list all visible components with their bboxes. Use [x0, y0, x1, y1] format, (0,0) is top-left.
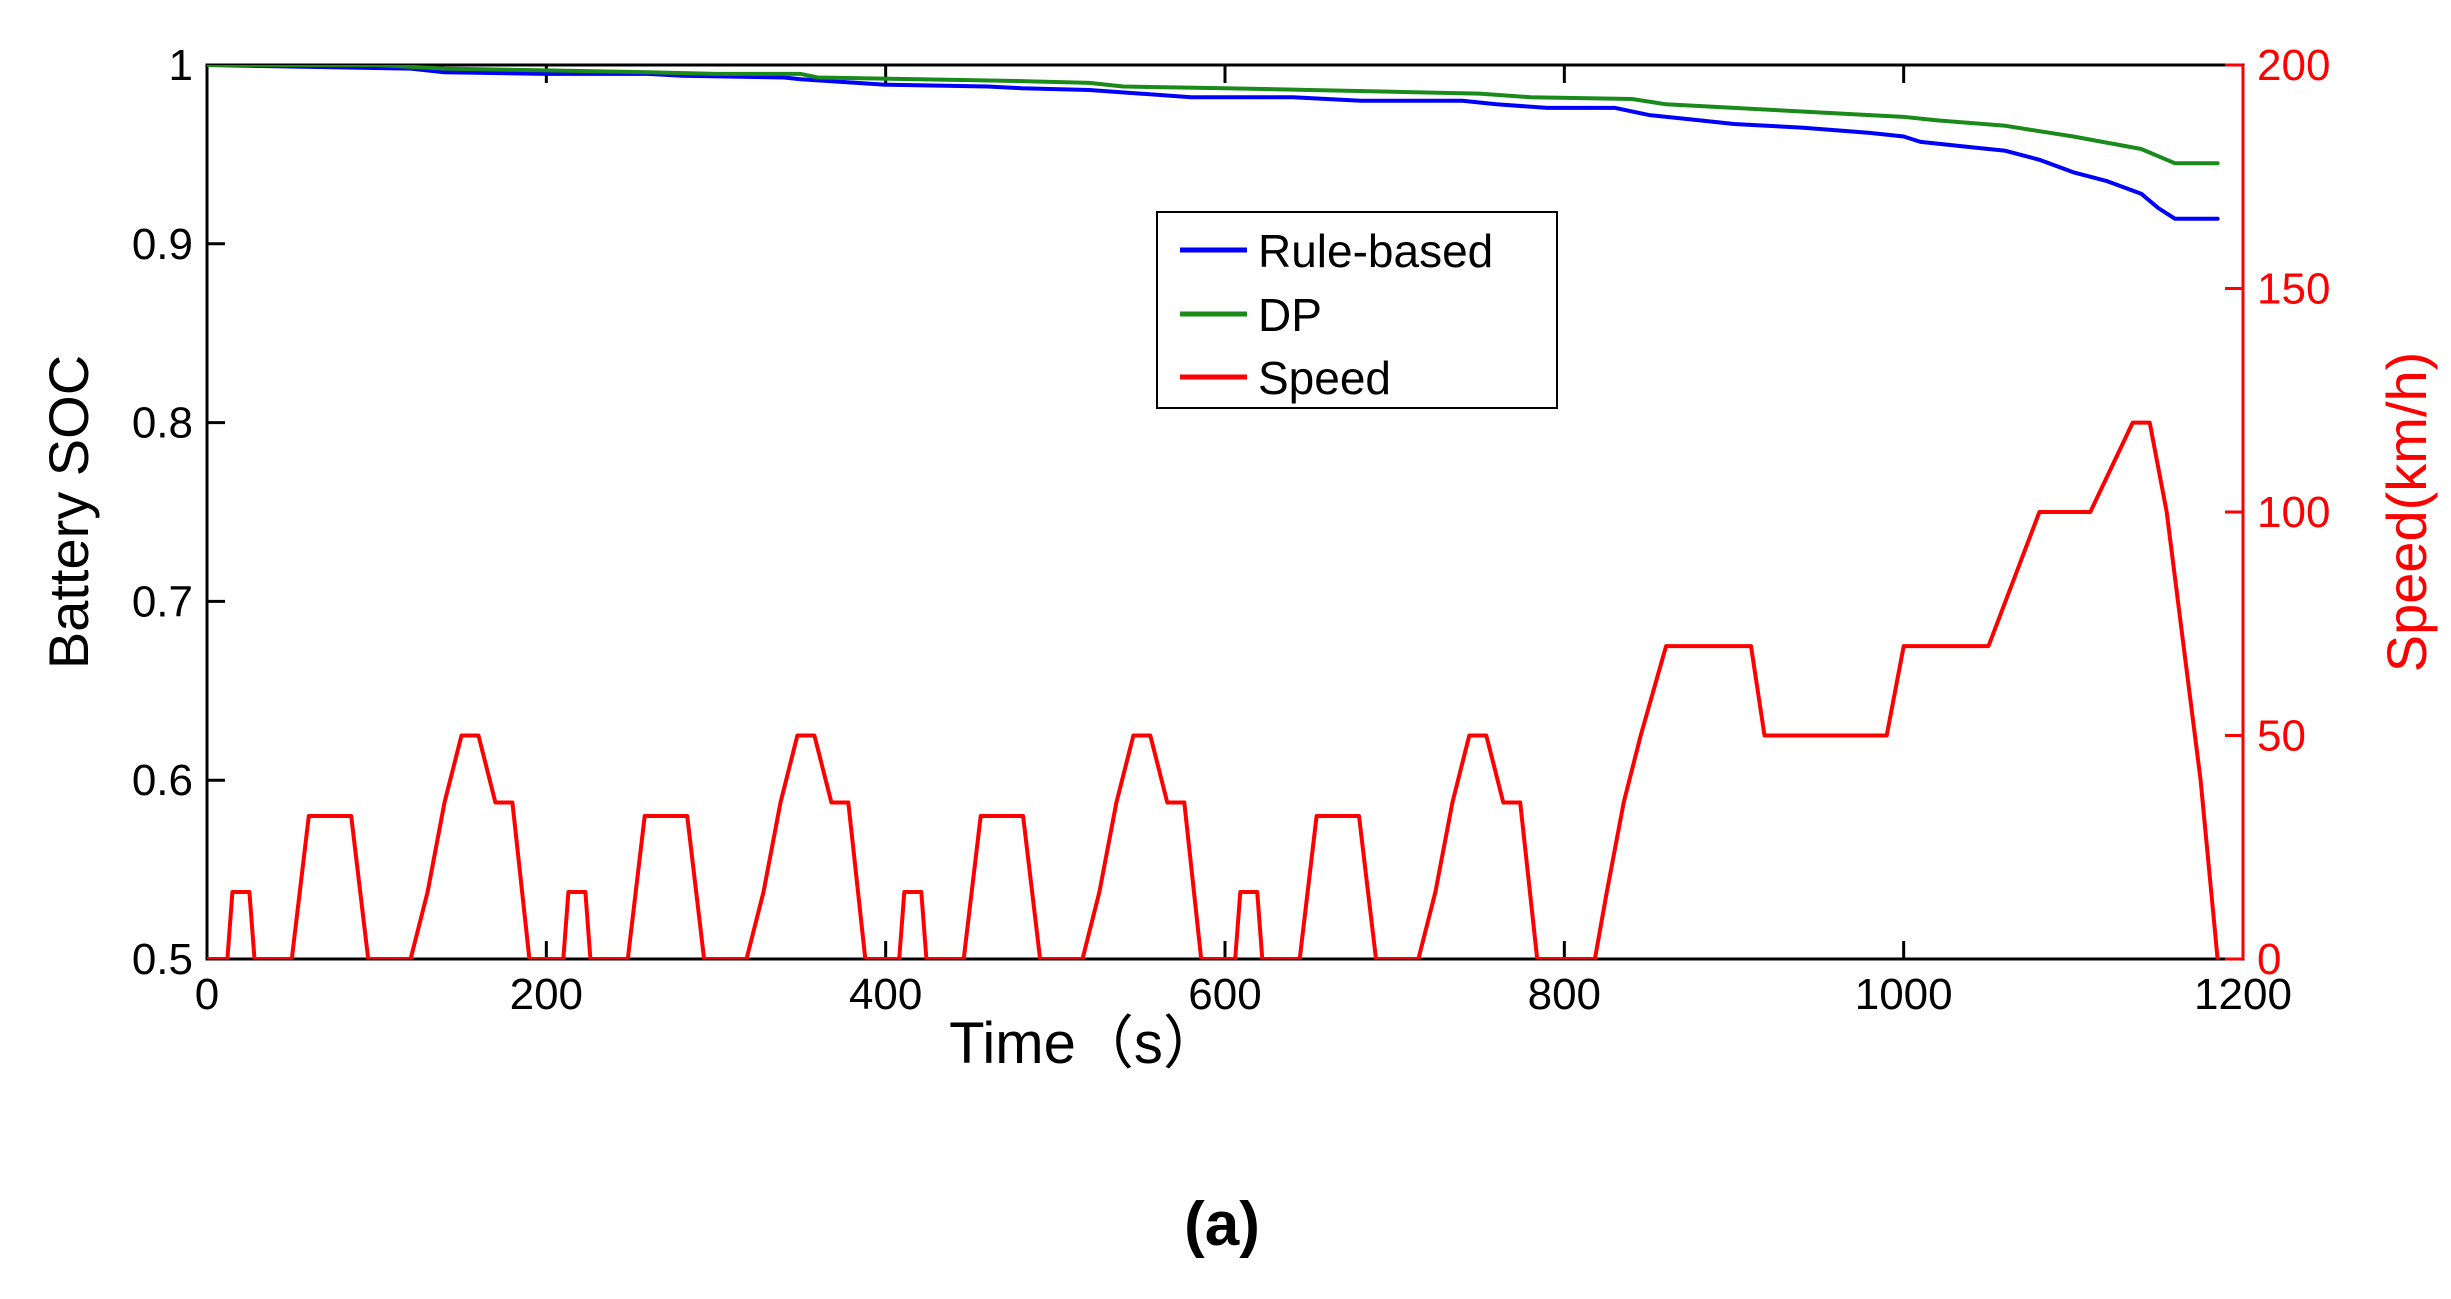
x-tick-label: 800	[1528, 970, 1601, 1019]
x-tick-label: 200	[510, 970, 583, 1019]
y-axis-left-title: Battery SOC	[37, 355, 100, 669]
x-axis-title: Time（s）	[949, 1011, 1221, 1076]
legend-label-dp: DP	[1258, 289, 1322, 341]
y-tick-label: 0.7	[132, 577, 193, 626]
series-layer	[207, 65, 2220, 959]
panel-label: (a)	[1184, 1190, 1260, 1259]
y-axis-right-title: Speed(km/h)	[2375, 352, 2438, 673]
y-tick-label: 1	[169, 41, 193, 90]
y2-tick-label: 100	[2257, 488, 2330, 537]
y-axis-left: 0.5 0.6 0.7 0.8 0.9 1	[132, 41, 225, 984]
legend: Rule-based DP Speed	[1156, 211, 1558, 409]
x-tick-label: 1000	[1855, 970, 1953, 1019]
x-axis: 0 200 400 600 800 1000 1200	[195, 65, 2292, 1019]
x-tick-label: 600	[1188, 970, 1261, 1019]
y-tick-label: 0.8	[132, 399, 193, 448]
x-tick-label: 400	[849, 970, 922, 1019]
y2-tick-label: 50	[2257, 712, 2306, 761]
y-axis-right: 0 50 100 150 200	[2225, 41, 2330, 984]
y-tick-label: 0.6	[132, 756, 193, 805]
legend-label-speed: Speed	[1258, 352, 1391, 404]
x-tick-label: 0	[195, 970, 219, 1019]
series-line-dp	[207, 65, 2220, 166]
legend-label-rule-based: Rule-based	[1258, 225, 1493, 277]
series-line-rule-based	[207, 65, 2220, 221]
plot-area-frame	[205, 63, 2245, 961]
y-tick-label: 0.9	[132, 220, 193, 269]
y2-tick-label: 150	[2257, 265, 2330, 314]
y2-tick-label: 0	[2257, 935, 2281, 984]
y-tick-label: 0.5	[132, 935, 193, 984]
x-tick-label: 1200	[2194, 970, 2292, 1019]
y2-tick-label: 200	[2257, 41, 2330, 90]
series-line-speed	[207, 420, 2220, 959]
